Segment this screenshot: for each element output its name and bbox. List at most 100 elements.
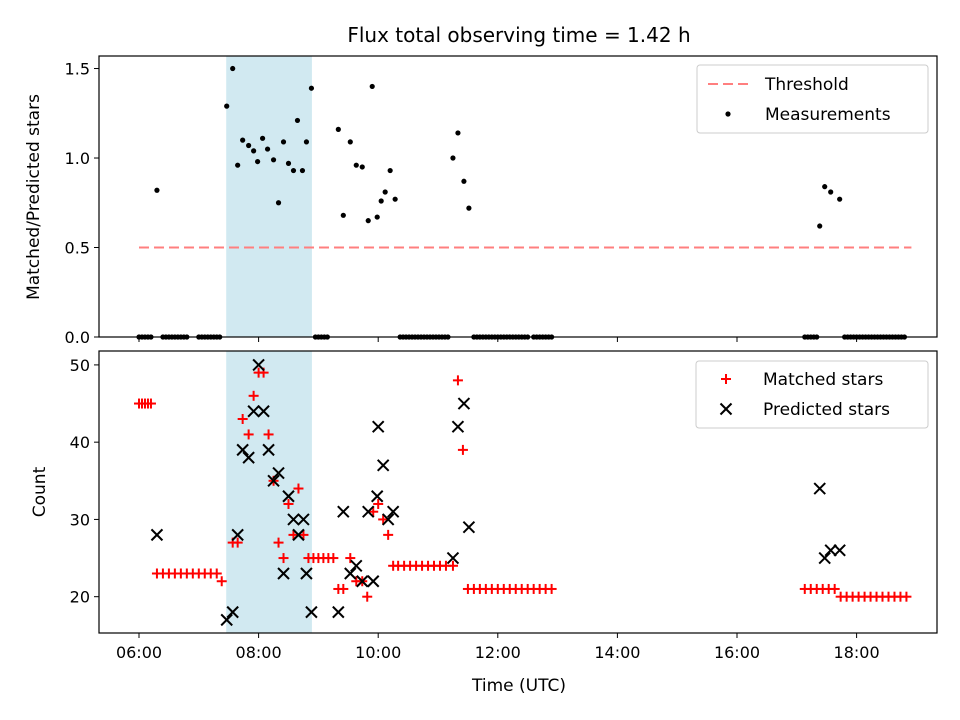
legend-measurements-label: Measurements [765,105,891,125]
predicted-star-point [287,513,300,526]
predicted-star-point [824,544,837,557]
measurement-point [387,167,393,174]
predicted-stars-points [150,358,846,627]
predicted-star-point [813,482,826,495]
measurement-point [285,160,292,166]
legend-threshold-label: Threshold [764,75,849,95]
measurement-point [347,139,353,145]
matched-star-point [378,514,389,525]
predicted-star-point [362,505,375,518]
x-tick-label: 08:00 [236,643,282,662]
predicted-star-point [833,544,846,557]
matched-star-point [362,591,373,602]
x-tick-label: 18:00 [834,643,880,662]
predicted-star-point [818,551,831,565]
measurement-point [259,135,266,141]
predicted-star-point [457,397,471,410]
bottom-panel: 06:00 08:00 10:00 12:00 14:00 16:00 18:00 20 30 4… [30,350,938,696]
predicted-star-point [282,490,295,503]
matched-star-point [447,560,458,571]
matched-star-point [368,506,379,517]
x-tick-label: 12:00 [475,643,521,662]
predicted-star-point [262,443,275,457]
top-panel: 0.0 0.5 1.0 1.5 Matched/Predicted stars Thr… [24,55,938,347]
predicted-star-point [356,575,369,588]
predicted-star-point [257,405,270,418]
measurement-point [359,164,365,170]
bottom-highlight-band [226,350,312,634]
predicted-star-point [236,443,249,457]
predicted-star-point [371,420,385,433]
measurement-point [822,184,828,190]
predicted-star-point [292,528,305,542]
measurement-point [299,167,306,174]
matched-star-point [829,583,840,594]
legend-predicted-label: Predicted stars [763,400,890,420]
predicted-star-point [386,505,400,518]
predicted-star-point [297,513,310,526]
x-axis-label: Time (UTC) [471,676,566,696]
measurement-point [255,158,261,165]
matched-star-point [211,568,222,579]
top-legend-box [696,64,929,134]
predicted-star-point [150,528,164,542]
legend-plus-marker [721,374,731,384]
y-tick-label: 20 [70,588,90,607]
top-plot-frame [98,55,938,338]
measurement-point [450,155,456,161]
y-tick-label: 0.0 [65,328,90,347]
matched-stars-points [134,367,912,602]
measurement-point [154,187,160,193]
measurement-point [308,85,315,91]
measurement-point [466,205,472,211]
matched-star-point [338,583,349,594]
matched-star-point [457,444,468,455]
measurement-point [240,137,246,143]
legend-matched-swatch [721,374,731,384]
predicted-star-point [367,575,380,588]
legend-cross-marker [719,402,733,416]
matched-star-point [278,553,289,564]
measurement-point [837,196,843,202]
bottom-legend-box [695,360,929,429]
legend-matched-label: Matched stars [763,370,883,390]
predicted-star-point [305,605,318,619]
measurement-point [353,162,359,168]
bottom-plot-frame [98,350,938,634]
measurement-point [455,130,461,136]
measurement-point [294,117,301,124]
measurement-point [817,223,823,229]
measurement-point [461,178,467,184]
matched-star-point [263,429,274,440]
predicted-star-point [337,505,350,518]
predicted-star-point [332,605,345,619]
predicted-star-point [344,567,357,580]
top-highlight-band [226,55,312,338]
measurement-point [290,167,297,174]
bottom-axes: 06:00 08:00 10:00 12:00 14:00 16:00 18:00 20 30 4… [70,356,880,662]
matched-star-point [216,576,227,587]
matched-star-point [145,398,156,409]
x-tick-label: 06:00 [116,643,162,662]
predicted-star-point [370,490,384,503]
y-tick-label: 0.5 [65,239,90,258]
predicted-star-point [242,451,255,464]
predicted-star-point [231,528,244,542]
measurement-point [270,157,277,163]
predicted-star-point [446,551,460,565]
legend-measurements-swatch [725,111,731,117]
matched-star-point [298,529,309,540]
top-y-axis-label: Matched/Predicted stars [24,94,44,300]
matched-star-point [452,375,463,386]
measurement-point [230,65,236,72]
predicted-star-point [220,613,233,627]
chart-title: Flux total observing time = 1.42 h [347,23,690,47]
predicted-star-point [272,466,285,480]
top-legend: Threshold Measurements [696,64,929,134]
measurement-point [251,148,257,154]
bottom-legend: Matched stars Predicted stars [695,360,929,429]
matched-star-point [901,591,912,602]
matched-star-point [288,529,299,540]
predicted-star-point [462,520,476,534]
